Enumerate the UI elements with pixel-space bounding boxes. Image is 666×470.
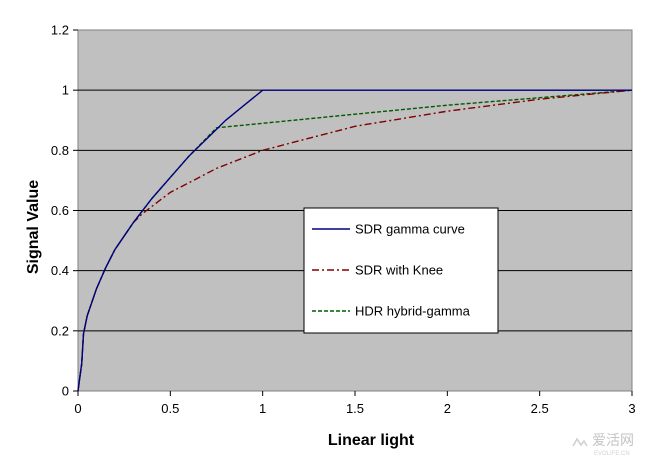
y-axis-ticks: 0 0.2 0.4 0.6 0.8 1 1.2 — [51, 23, 78, 399]
y-tick-label: 1.2 — [51, 23, 69, 38]
legend: SDR gamma curve SDR with Knee HDR hybrid-g… — [303, 207, 499, 334]
x-axis-title: Linear light — [328, 432, 415, 449]
watermark-text: 爱活网 — [592, 432, 634, 448]
y-tick-label: 0.8 — [51, 143, 69, 158]
x-tick-label: 1 — [259, 401, 266, 416]
legend-label: SDR with Knee — [355, 263, 443, 278]
y-tick-label: 1 — [62, 83, 69, 98]
y-tick-label: 0.2 — [51, 323, 69, 338]
y-axis-title: Signal Value — [25, 180, 42, 274]
x-tick-label: 0 — [74, 401, 81, 416]
x-tick-label: 2 — [444, 401, 451, 416]
legend-label: SDR gamma curve — [355, 222, 465, 237]
y-tick-label: 0.4 — [51, 263, 69, 278]
series-layer — [77, 89, 633, 392]
x-tick-label: 3 — [628, 401, 635, 416]
watermark: 爱活网 EVOLIFE.CN — [572, 432, 634, 457]
series-line-sdr-gamma-curve — [77, 89, 632, 392]
x-axis-ticks: 0 0.5 1 1.5 2 2.5 3 — [74, 391, 636, 416]
watermark-heart-icon — [572, 437, 588, 447]
y-tick-label: 0.6 — [51, 203, 69, 218]
x-tick-label: 0.5 — [161, 401, 179, 416]
y-tick-label: 0 — [62, 384, 69, 399]
x-tick-label: 2.5 — [531, 401, 549, 416]
x-tick-label: 1.5 — [346, 401, 364, 416]
legend-label: HDR hybrid-gamma — [355, 304, 471, 319]
watermark-subtext: EVOLIFE.CN — [594, 451, 630, 457]
